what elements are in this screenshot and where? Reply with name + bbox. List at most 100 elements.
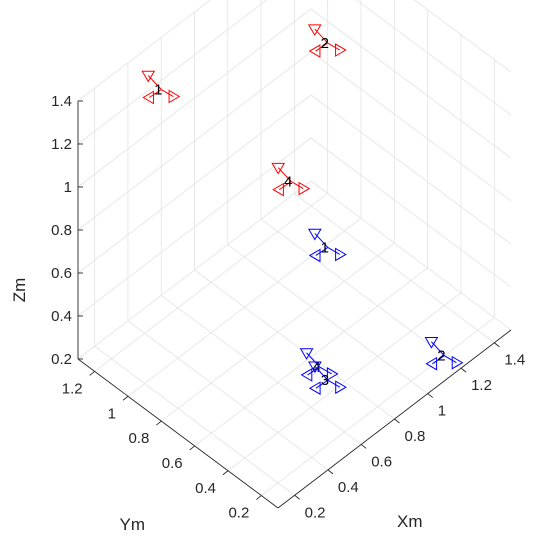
data-point: 2 [424,337,464,371]
marker-arm [444,355,457,364]
triangle-marker [326,367,339,381]
data-point: 3 [308,361,347,396]
z-tick-label: 0.2 [51,351,72,368]
marker-arm [315,247,329,256]
grid-line [161,242,395,422]
triangle-marker [308,44,321,58]
x-tick-label: 1.2 [471,377,492,394]
grid-line [77,0,268,145]
y-axis-line [77,358,279,509]
triangle-marker [335,247,347,262]
x-tick-mark [327,469,334,475]
y-tick-mark [156,420,162,426]
triangle-marker [307,228,322,241]
triangle-marker [308,361,322,374]
triangle-marker [425,356,438,371]
marker-arm [319,366,332,375]
triangle-marker [272,182,284,197]
point-label: 4 [284,174,292,191]
x-tick-label: 0.8 [405,428,426,445]
triangle-marker [300,368,313,382]
grid-line [310,180,512,331]
grid-line [261,317,495,496]
triangle-marker [335,43,347,57]
data-points: 13421432 [141,24,464,396]
triangle-marker [307,24,322,37]
y-tick-label: 0.8 [128,430,149,447]
triangle-marker [308,381,321,396]
y-tick-label: 0.2 [228,505,249,522]
marker-arm [278,181,292,191]
grid-line [310,137,512,288]
grid-line [310,51,512,202]
grid-line [127,320,329,471]
x-tick-mark [394,418,400,424]
x-tick-label: 0.6 [371,453,392,470]
y-tick-mark [122,395,129,401]
marker-arm [327,379,341,388]
marker-arm [148,89,162,98]
point-label: 1 [321,239,329,256]
x-tick-mark [460,367,467,373]
grid-line [310,94,512,245]
data-point: 1 [307,228,347,263]
z-tick-label: 1.2 [51,136,72,153]
grid-line [77,137,312,317]
marker-arm [327,247,341,255]
grid-line [294,193,495,344]
x-tick-mark [427,393,434,398]
axes [77,100,512,509]
z-tick-label: 1.4 [51,93,72,110]
y-tick-mark [189,445,195,451]
point-label: 1 [154,82,162,99]
grid-line [77,180,312,360]
z-tick-label: 0.4 [51,308,72,325]
x-tick-label: 0.2 [305,504,326,521]
z-axis-label: Zm [10,278,29,303]
grid-line [413,0,512,73]
marker-arm [161,89,174,97]
z-tick-label: 0.6 [51,265,72,282]
marker-arm [290,181,304,190]
point-label: 2 [437,348,445,365]
triangle-marker [308,248,321,263]
grid-line [160,295,362,445]
triangle-marker [335,380,347,395]
marker-arm [315,379,329,389]
y-axis-label: Ym [120,515,146,534]
triangle-marker [141,70,156,83]
y-tick-mark [222,470,229,476]
grid-line [94,345,295,496]
x-tick-mark [294,494,300,500]
grid-line [77,51,312,231]
triangle-marker [451,355,464,370]
marker-arm [432,355,445,365]
grid-line [77,94,312,274]
z-tick-label: 1 [64,179,72,196]
grid-line [77,8,312,188]
grid-line [194,267,428,447]
grid-line [94,193,328,372]
tick-labels: 0.2 0.4 0.6 0.8 1 1.2 1.4 0.2 0.4 0.6 0.8 1 1.2 0.2 0.… [51,93,525,522]
marker-arm [327,42,340,51]
data-point: 4 [271,162,311,197]
x-axis-label: Xm [397,512,423,531]
triangle-marker [142,90,154,105]
triangle-marker [424,337,439,349]
triangle-marker [299,348,314,360]
grid-line [127,217,362,397]
y-tick-mark [89,371,95,376]
x-tick-label: 0.4 [338,479,359,496]
grid-lines [77,0,512,496]
grid-line [227,244,429,394]
grid-line [260,218,462,369]
x-tick-mark [360,444,367,449]
data-point: 1 [141,70,181,105]
grid-line [355,0,512,116]
triangle-marker [298,181,311,196]
data-point: 2 [307,24,347,58]
y-tick-label: 0.6 [162,455,183,472]
triangle-marker [271,162,286,175]
z-tick-label: 0.8 [51,222,72,239]
